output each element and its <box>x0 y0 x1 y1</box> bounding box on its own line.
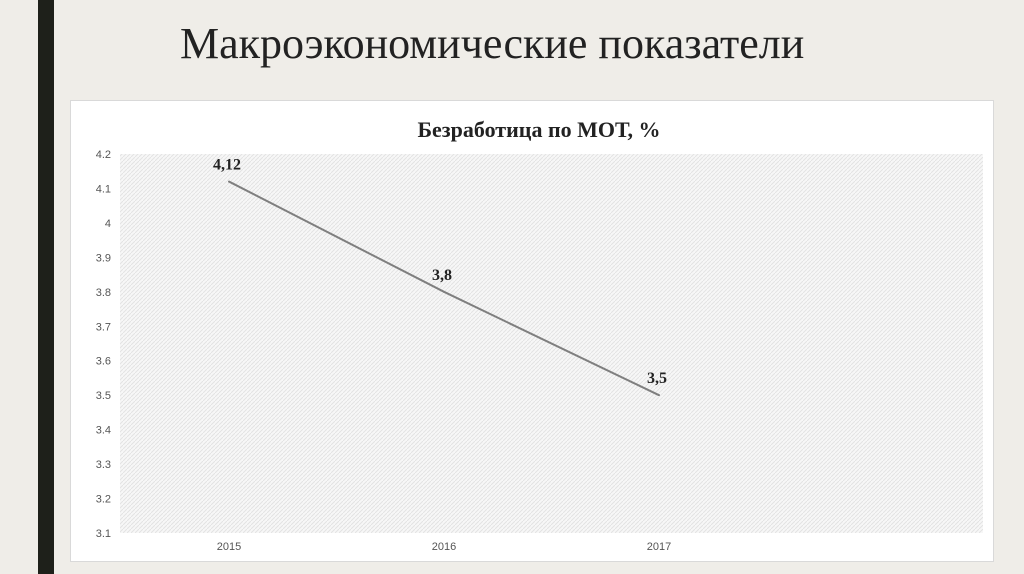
chart-svg: Безработица по МОТ, % 3.1 3.2 3.3 3.4 3.5 3.6… <box>96 117 983 553</box>
slide-title: Макроэкономические показатели <box>180 19 805 68</box>
accent-bar <box>38 0 54 574</box>
data-point <box>228 180 230 183</box>
y-tick-label: 3.2 <box>96 494 111 506</box>
y-tick-label: 3.5 <box>96 390 111 402</box>
y-tick-label: 4 <box>105 218 111 230</box>
data-label: 3,8 <box>432 267 452 284</box>
y-tick-label: 3.3 <box>96 459 111 471</box>
y-tick-label: 3.8 <box>96 287 111 299</box>
y-axis: 3.1 3.2 3.3 3.4 3.5 3.6 3.7 3.8 3.9 4 4.1 4.2 <box>96 149 111 540</box>
x-tick-label: 2015 <box>217 541 241 553</box>
x-tick-label: 2017 <box>647 541 671 553</box>
data-point <box>658 394 660 397</box>
series-layer <box>228 180 660 397</box>
data-point <box>443 290 445 293</box>
chart-title: Безработица по МОТ, % <box>418 117 661 142</box>
data-label: 3,5 <box>647 370 667 387</box>
y-tick-label: 3.6 <box>96 356 111 368</box>
y-tick-label: 3.7 <box>96 321 111 333</box>
y-tick-label: 4.2 <box>96 149 111 161</box>
y-tick-label: 4.1 <box>96 183 111 195</box>
y-tick-label: 3.9 <box>96 252 111 264</box>
chart-panel: Безработица по МОТ, % 3.1 3.2 3.3 3.4 3.5 3.6… <box>70 100 994 562</box>
data-labels: 4,12 3,8 3,5 <box>213 157 667 388</box>
x-axis: 2015 2016 2017 <box>217 541 671 553</box>
x-tick-label: 2016 <box>432 541 456 553</box>
y-tick-label: 3.4 <box>96 425 111 437</box>
y-tick-label: 3.1 <box>96 528 111 540</box>
data-label: 4,12 <box>213 157 241 174</box>
